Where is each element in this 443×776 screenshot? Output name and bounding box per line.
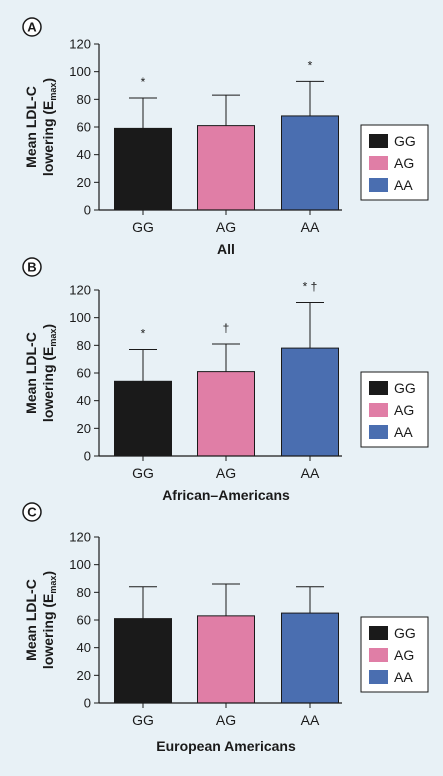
x-tick-label: GG bbox=[132, 712, 154, 728]
legend-swatch-aa bbox=[369, 425, 388, 439]
bar-ag bbox=[197, 371, 255, 457]
x-tick-label: AA bbox=[301, 219, 320, 235]
significance-mark: * bbox=[308, 58, 313, 72]
legend-label-aa: AA bbox=[394, 177, 413, 193]
legend-swatch-ag bbox=[369, 648, 388, 662]
legend-label-ag: AG bbox=[394, 155, 414, 171]
y-tick-label: 120 bbox=[69, 37, 91, 52]
bar-aa bbox=[281, 115, 339, 211]
panel-a: A 0 20 40 60 80 100 120 * GG AG * AA All Mean LDL-Clow… bbox=[22, 17, 429, 257]
y-axis-label-line1: Mean LDL-C bbox=[23, 332, 39, 414]
legend-swatch-aa bbox=[369, 670, 388, 684]
legend-swatch-aa bbox=[369, 178, 388, 192]
legend-swatch-gg bbox=[369, 134, 388, 148]
legend-label-gg: GG bbox=[394, 625, 416, 641]
x-axis-label: European Americans bbox=[156, 738, 296, 754]
y-axis-label-subscript: max bbox=[48, 83, 58, 101]
legend-label-gg: GG bbox=[394, 380, 416, 396]
y-tick-label: 80 bbox=[77, 338, 91, 353]
panel-label: A bbox=[27, 20, 37, 35]
legend-label-gg: GG bbox=[394, 133, 416, 149]
y-axis-label-subscript: max bbox=[48, 329, 58, 347]
y-axis-label-close: ) bbox=[40, 571, 56, 576]
panel-c: C 0 20 40 60 80 100 120 GG AG AA European Americans… bbox=[22, 502, 429, 754]
panel-label-circle bbox=[22, 257, 42, 277]
y-tick-label: 100 bbox=[69, 310, 91, 325]
legend-label-ag: AG bbox=[394, 402, 414, 418]
panel-label-circle bbox=[22, 17, 42, 37]
significance-mark: * bbox=[141, 75, 146, 89]
y-tick-label: 0 bbox=[84, 203, 91, 218]
y-axis-label-line2: lowering (E bbox=[40, 101, 56, 176]
y-tick-label: 20 bbox=[77, 668, 91, 683]
y-tick-label: 40 bbox=[77, 640, 91, 655]
x-tick-label: GG bbox=[132, 219, 154, 235]
y-tick-label: 40 bbox=[77, 147, 91, 162]
y-tick-label: 40 bbox=[77, 393, 91, 408]
y-tick-label: 80 bbox=[77, 92, 91, 107]
legend-swatch-gg bbox=[369, 381, 388, 395]
y-axis-label-subscript: max bbox=[48, 576, 58, 594]
bar-ag bbox=[197, 125, 255, 211]
y-tick-label: 120 bbox=[69, 530, 91, 545]
significance-mark: * bbox=[141, 326, 146, 340]
y-tick-label: 60 bbox=[77, 613, 91, 628]
y-axis-label-close: ) bbox=[40, 324, 56, 329]
y-tick-label: 100 bbox=[69, 557, 91, 572]
significance-mark: † bbox=[223, 321, 230, 335]
panel-label: C bbox=[27, 505, 37, 520]
panel-b: B 0 20 40 60 80 100 120 * GG † AG * † AA African–Ameri… bbox=[22, 257, 429, 503]
y-tick-label: 0 bbox=[84, 696, 91, 711]
y-axis-label-close: ) bbox=[40, 78, 56, 83]
bar-aa bbox=[281, 612, 339, 704]
x-axis-label: All bbox=[217, 241, 235, 257]
y-tick-label: 20 bbox=[77, 175, 91, 190]
legend-swatch-ag bbox=[369, 403, 388, 417]
x-tick-label: GG bbox=[132, 465, 154, 481]
y-tick-label: 100 bbox=[69, 64, 91, 79]
legend-label-aa: AA bbox=[394, 669, 413, 685]
legend: GG AG AA bbox=[360, 371, 429, 448]
x-tick-label: AG bbox=[216, 465, 236, 481]
bar-gg bbox=[114, 127, 172, 211]
y-tick-label: 80 bbox=[77, 585, 91, 600]
x-tick-label: AG bbox=[216, 712, 236, 728]
x-tick-label: AA bbox=[301, 712, 320, 728]
legend-swatch-gg bbox=[369, 626, 388, 640]
x-tick-label: AA bbox=[301, 465, 320, 481]
y-tick-label: 120 bbox=[69, 283, 91, 298]
y-axis-label-line1: Mean LDL-C bbox=[23, 86, 39, 168]
y-axis-label-line2: lowering (E bbox=[40, 347, 56, 422]
y-axis-label: Mean LDL-Clowering (Emax) bbox=[23, 571, 58, 669]
legend: GG AG AA bbox=[360, 124, 429, 201]
y-tick-label: 0 bbox=[84, 449, 91, 464]
y-axis-label-line1: Mean LDL-C bbox=[23, 579, 39, 661]
legend-swatch-ag bbox=[369, 156, 388, 170]
legend-label-ag: AG bbox=[394, 647, 414, 663]
y-tick-label: 20 bbox=[77, 421, 91, 436]
legend: GG AG AA bbox=[360, 616, 429, 693]
y-axis-label: Mean LDL-Clowering (Emax) bbox=[23, 324, 58, 422]
y-tick-label: 60 bbox=[77, 120, 91, 135]
significance-mark: * † bbox=[303, 279, 318, 293]
bar-gg bbox=[114, 618, 172, 704]
bar-aa bbox=[281, 347, 339, 457]
legend-label-aa: AA bbox=[394, 424, 413, 440]
y-axis-label-line2: lowering (E bbox=[40, 594, 56, 669]
bar-ag bbox=[197, 615, 255, 704]
x-axis-label: African–Americans bbox=[162, 487, 290, 503]
bar-gg bbox=[114, 380, 172, 457]
x-tick-label: AG bbox=[216, 219, 236, 235]
panel-label: B bbox=[27, 260, 36, 275]
panel-label-circle bbox=[22, 502, 42, 522]
y-axis-label: Mean LDL-Clowering (Emax) bbox=[23, 78, 58, 176]
y-tick-label: 60 bbox=[77, 366, 91, 381]
